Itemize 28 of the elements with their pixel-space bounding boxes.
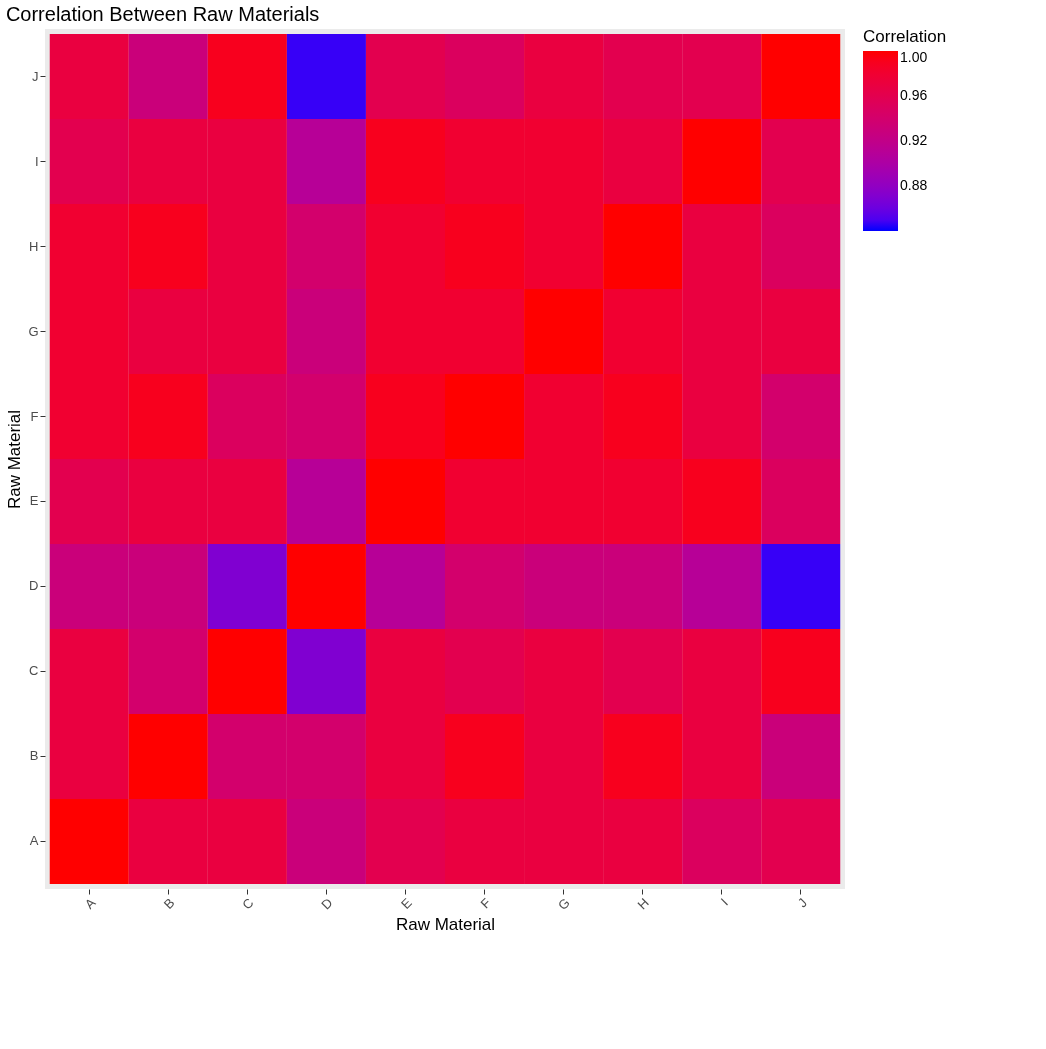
- chart-title: Correlation Between Raw Materials: [5, 3, 320, 25]
- y-tick-label: A: [29, 833, 39, 849]
- x-tick-label: G: [555, 895, 573, 913]
- x-tick-label: F: [477, 895, 494, 912]
- color-bar-label: 0.96: [900, 87, 928, 103]
- x-tick-label: J: [794, 895, 810, 911]
- y-tick-label: I: [34, 153, 39, 169]
- color-bar-label: 0.88: [900, 177, 928, 193]
- x-tick-label: D: [318, 895, 336, 913]
- x-tick-label: E: [397, 894, 415, 912]
- y-tick-label: H: [29, 238, 39, 254]
- y-tick-label: B: [29, 748, 39, 764]
- y-tick-label: F: [30, 408, 39, 424]
- y-axis-title: Raw Material: [5, 409, 25, 510]
- color-bar-label: 0.92: [900, 132, 928, 148]
- color-bar-title: Correlation: [863, 27, 947, 46]
- y-tick-label: E: [29, 493, 39, 509]
- y-tick-label: D: [29, 578, 39, 594]
- x-tick-label: B: [160, 895, 178, 912]
- x-tick-label: I: [717, 895, 731, 909]
- y-tick-label: J: [32, 68, 39, 84]
- x-tick-label: A: [81, 894, 99, 912]
- y-tick-label: G: [28, 323, 39, 339]
- x-axis-title: Raw Material: [395, 914, 496, 934]
- y-tick-label: C: [29, 663, 39, 679]
- x-tick-label: C: [239, 895, 257, 913]
- color-bar-label: 1.00: [900, 49, 928, 65]
- x-tick-label: H: [634, 895, 652, 913]
